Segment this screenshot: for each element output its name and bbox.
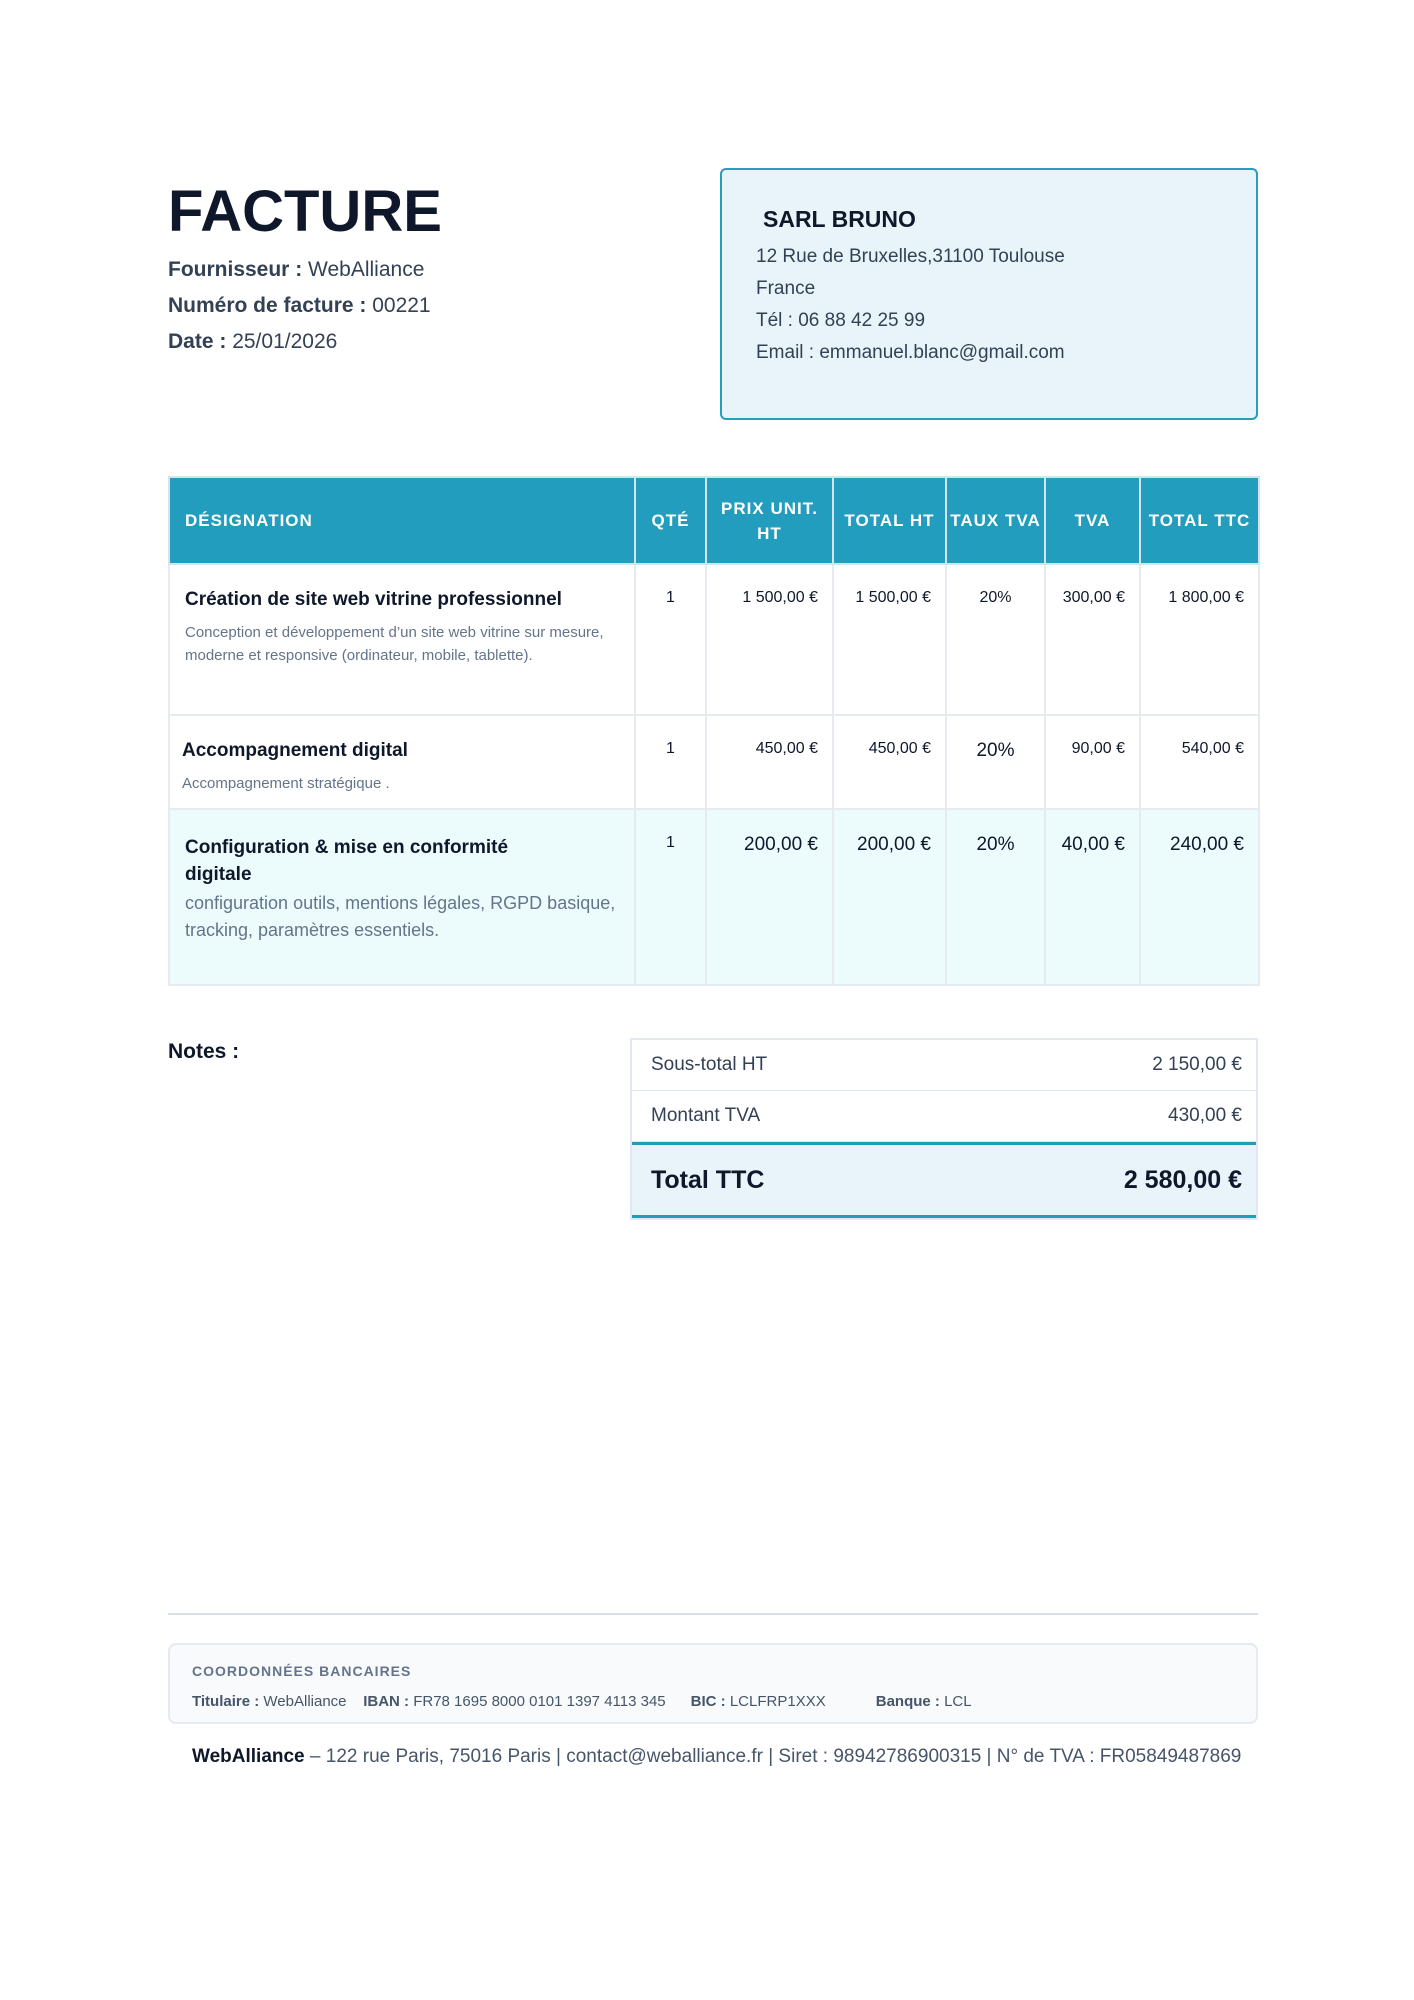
designation-cell: Configuration & mise en conformité digit… — [168, 808, 636, 986]
col-designation: DÉSIGNATION — [168, 476, 636, 565]
holder-label: Titulaire : — [192, 1693, 260, 1710]
table-row: Création de site web vitrine professionn… — [168, 563, 1260, 716]
client-name: SARL BRUNO — [763, 206, 916, 232]
tva-label: Montant TVA — [651, 1105, 761, 1126]
tva-rate-cell: 20% — [945, 808, 1046, 986]
bank-label: Banque : — [875, 1693, 940, 1710]
item-description: Conception et développement d’un site we… — [185, 624, 604, 664]
invoice-number-label: Numéro de facture : — [168, 294, 367, 317]
tva-rate-cell: 20% — [945, 563, 1046, 716]
qty-cell: 1 — [634, 808, 707, 986]
supplier-line: Fournisseur : WebAlliance — [168, 258, 424, 282]
bic-label: BIC : — [690, 1693, 726, 1710]
invoice-title: FACTURE — [168, 179, 442, 244]
total-label: Total TTC — [651, 1165, 765, 1194]
tva-rate-cell: 20% — [945, 714, 1046, 810]
designation-cell: Création de site web vitrine professionn… — [168, 563, 636, 716]
qty-cell: 1 — [634, 563, 707, 716]
client-email: Email : emmanuel.blanc@gmail.com — [756, 342, 1065, 363]
bank-heading: COORDONNÉES BANCAIRES — [192, 1663, 412, 1679]
col-total-ht: TOTAL HT — [832, 476, 947, 565]
subtotal-label: Sous-total HT — [651, 1054, 768, 1075]
footer-details: – 122 rue Paris, 75016 Paris | contact@w… — [309, 1746, 1242, 1767]
iban-value: FR78 1695 8000 0101 1397 4113 345 — [413, 1693, 666, 1710]
unit-price-cell: 1 500,00 € — [705, 563, 834, 716]
date-value: 25/01/2026 — [232, 330, 338, 353]
invoice-table: DÉSIGNATION QTÉ PRIX UNIT. HT TOTAL HT T… — [168, 476, 1260, 986]
tva-value: 430,00 € — [1168, 1105, 1242, 1126]
iban-label: IBAN : — [363, 1693, 410, 1710]
item-title: Accompagnement digital — [182, 740, 408, 761]
table-header: DÉSIGNATION QTÉ PRIX UNIT. HT TOTAL HT T… — [168, 476, 1260, 565]
unit-price-cell: 450,00 € — [705, 714, 834, 810]
bank-value: LCL — [944, 1693, 972, 1710]
total-ttc-cell: 1 800,00 € — [1139, 563, 1260, 716]
tva-row: Montant TVA 430,00 € — [632, 1091, 1256, 1142]
designation-cell: Accompagnement digital Accompagnement str… — [168, 714, 636, 810]
client-box: SARL BRUNO 12 Rue de Bruxelles,31100 Tou… — [720, 168, 1258, 420]
total-row: Total TTC 2 580,00 € — [632, 1142, 1256, 1218]
footer-company: WebAlliance — [192, 1746, 305, 1767]
col-unit-price: PRIX UNIT. HT — [705, 476, 834, 565]
unit-price-cell: 200,00 € — [705, 808, 834, 986]
item-title: Création de site web vitrine professionn… — [185, 589, 562, 610]
qty-cell: 1 — [634, 714, 707, 810]
bank-details: COORDONNÉES BANCAIRES Titulaire : WebAll… — [168, 1643, 1258, 1724]
holder-value: WebAlliance — [263, 1693, 347, 1710]
item-description: configuration outils, mentions légales, … — [185, 893, 616, 940]
footer-divider — [168, 1613, 1258, 1615]
client-phone: Tél : 06 88 42 25 99 — [756, 310, 926, 331]
supplier-value: WebAlliance — [308, 258, 425, 281]
col-tva: TVA — [1044, 476, 1141, 565]
total-ht-cell: 200,00 € — [832, 808, 947, 986]
col-tva-rate: TAUX TVA — [945, 476, 1046, 565]
totals-box: Sous-total HT 2 150,00 € Montant TVA 430,0… — [630, 1038, 1258, 1220]
total-ttc-cell: 240,00 € — [1139, 808, 1260, 986]
tva-cell: 40,00 € — [1044, 808, 1141, 986]
col-qty: QTÉ — [634, 476, 707, 565]
bic-value: LCLFRP1XXX — [729, 1693, 826, 1710]
client-address: 12 Rue de Bruxelles,31100 Toulouse — [756, 246, 1065, 267]
subtotal-value: 2 150,00 € — [1152, 1054, 1242, 1075]
bank-row: Titulaire : WebAlliance IBAN : FR78 1695… — [192, 1693, 1234, 1710]
total-ht-cell: 1 500,00 € — [832, 563, 947, 716]
subtotal-row: Sous-total HT 2 150,00 € — [632, 1040, 1256, 1091]
table-row: Accompagnement digital Accompagnement str… — [168, 714, 1260, 810]
notes-label: Notes : — [168, 1040, 240, 1063]
date-label: Date : — [168, 330, 227, 353]
invoice-number-value: 00221 — [372, 294, 431, 317]
tva-cell: 90,00 € — [1044, 714, 1141, 810]
date-line: Date : 25/01/2026 — [168, 330, 337, 354]
invoice-number-line: Numéro de facture : 00221 — [168, 294, 431, 318]
supplier-label: Fournisseur : — [168, 258, 303, 281]
total-value: 2 580,00 € — [1123, 1165, 1242, 1194]
table-row: Configuration & mise en conformité digit… — [168, 808, 1260, 986]
total-ttc-cell: 540,00 € — [1139, 714, 1260, 810]
total-ht-cell: 450,00 € — [832, 714, 947, 810]
item-description: Accompagnement stratégique . — [182, 775, 390, 792]
client-country: France — [756, 278, 816, 299]
footer-company-info: WebAlliance – 122 rue Paris, 75016 Paris… — [192, 1746, 1241, 1768]
col-total-ttc: TOTAL TTC — [1139, 476, 1260, 565]
item-title: Configuration & mise en conformité digit… — [185, 837, 509, 885]
tva-cell: 300,00 € — [1044, 563, 1141, 716]
